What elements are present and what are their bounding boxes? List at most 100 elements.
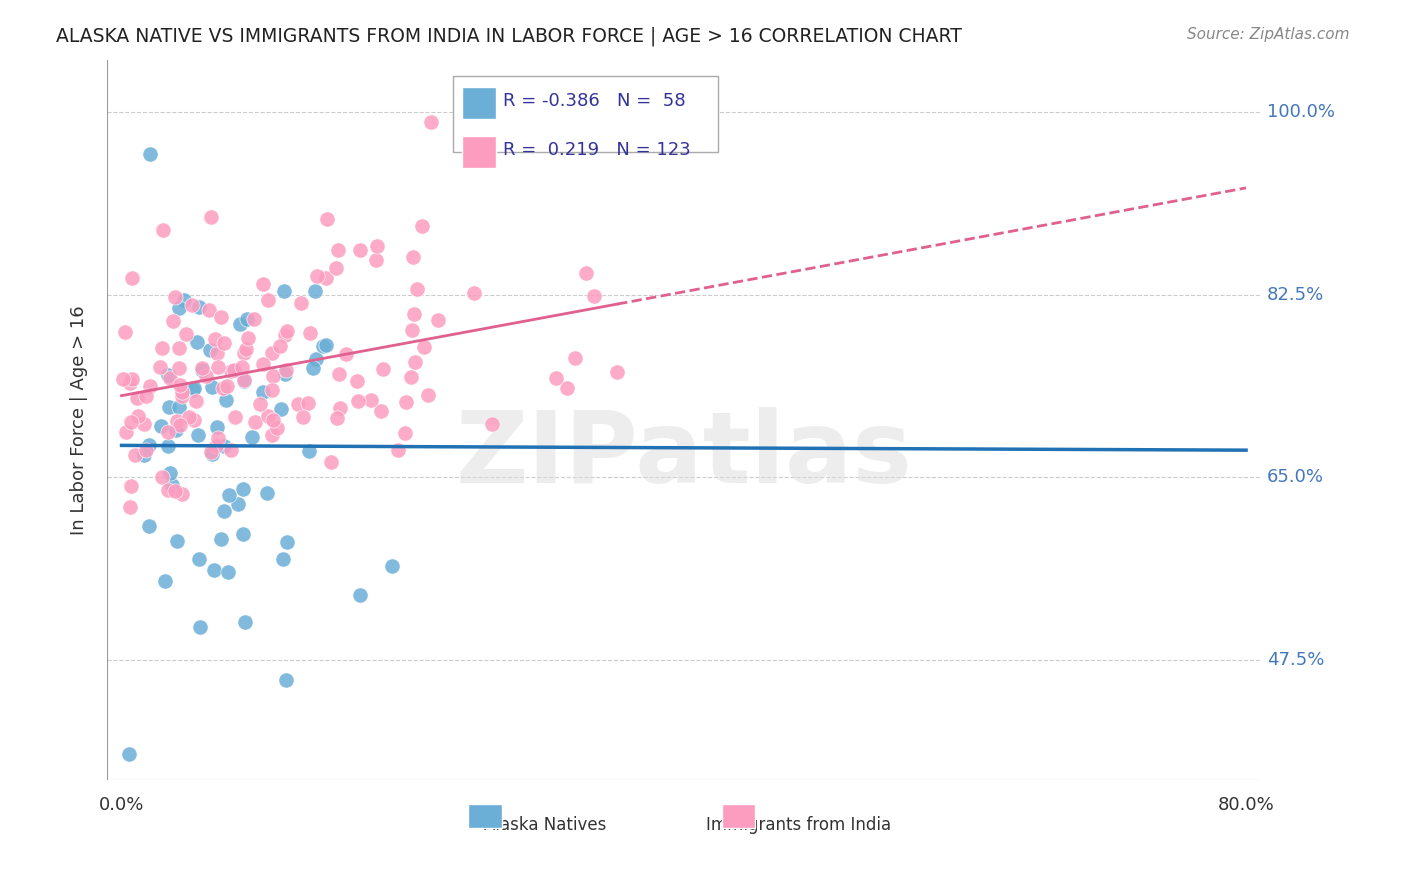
Point: [262, 346, 284, 360]
Point: [387, 443, 409, 458]
Point: [273, 285, 295, 299]
Point: [204, 332, 226, 346]
Point: [399, 369, 422, 384]
Point: [262, 369, 284, 384]
Point: [252, 385, 274, 400]
Point: [162, 314, 184, 328]
Point: [401, 323, 423, 337]
Point: [349, 243, 371, 257]
Point: [419, 115, 441, 129]
Point: [256, 486, 278, 500]
Point: [124, 448, 146, 462]
Point: [364, 253, 387, 268]
Point: [270, 401, 292, 416]
Point: [276, 535, 298, 549]
Point: [256, 409, 278, 424]
Point: [298, 443, 321, 458]
Point: [118, 500, 141, 514]
Point: [305, 269, 328, 284]
Text: 100.0%: 100.0%: [1267, 103, 1336, 120]
Point: [212, 335, 235, 350]
Point: [160, 477, 183, 491]
Point: [198, 303, 221, 318]
Point: [583, 288, 606, 302]
Point: [183, 381, 205, 395]
Point: [159, 371, 181, 385]
Point: [150, 341, 173, 355]
Point: [156, 425, 179, 440]
Point: [115, 425, 138, 439]
Point: [347, 394, 370, 409]
Point: [176, 327, 198, 342]
Point: [262, 383, 284, 397]
Point: [149, 418, 172, 433]
Point: [252, 357, 274, 371]
Text: 65.0%: 65.0%: [1267, 468, 1324, 486]
Point: [252, 277, 274, 291]
Point: [169, 377, 191, 392]
Point: [291, 409, 314, 424]
Point: [187, 427, 209, 442]
Point: [276, 363, 298, 377]
Point: [212, 381, 235, 395]
Point: [371, 362, 394, 376]
Point: [243, 311, 266, 326]
Point: [218, 488, 240, 502]
Point: [290, 296, 312, 310]
Point: [271, 551, 294, 566]
Point: [211, 310, 233, 324]
Point: [312, 339, 335, 353]
FancyBboxPatch shape: [463, 87, 496, 119]
Point: [138, 518, 160, 533]
Point: [139, 379, 162, 393]
Point: [564, 351, 586, 365]
Point: [575, 266, 598, 280]
Point: [232, 527, 254, 541]
Point: [181, 298, 204, 312]
Point: [111, 372, 134, 386]
Point: [173, 293, 195, 307]
Point: [191, 363, 214, 377]
Point: [121, 270, 143, 285]
Point: [262, 413, 284, 427]
Point: [219, 443, 242, 458]
Point: [214, 439, 236, 453]
Point: [226, 497, 249, 511]
Point: [411, 219, 433, 233]
Point: [232, 482, 254, 496]
Point: [181, 384, 204, 398]
Point: [201, 380, 224, 394]
Point: [167, 401, 190, 415]
Point: [315, 271, 337, 285]
Text: 47.5%: 47.5%: [1267, 651, 1324, 669]
Point: [349, 588, 371, 602]
Text: R = -0.386   N =  58: R = -0.386 N = 58: [503, 92, 686, 110]
Point: [120, 478, 142, 492]
Point: [481, 417, 503, 432]
Point: [326, 243, 349, 257]
Point: [404, 355, 426, 369]
Point: [156, 368, 179, 382]
Point: [120, 415, 142, 429]
Point: [170, 385, 193, 400]
Point: [235, 342, 257, 356]
Point: [232, 373, 254, 387]
Point: [191, 361, 214, 376]
Point: [169, 301, 191, 315]
Point: [202, 563, 225, 577]
Point: [152, 470, 174, 484]
Point: [157, 400, 180, 414]
Point: [205, 420, 228, 434]
Point: [236, 331, 259, 345]
Point: [188, 620, 211, 634]
Point: [195, 368, 218, 383]
Point: [328, 368, 350, 382]
Point: [231, 360, 253, 375]
Point: [395, 395, 418, 409]
Text: ALASKA NATIVE VS IMMIGRANTS FROM INDIA IN LABOR FORCE | AGE > 16 CORRELATION CHA: ALASKA NATIVE VS IMMIGRANTS FROM INDIA I…: [56, 27, 962, 46]
Point: [233, 615, 256, 630]
Point: [127, 409, 149, 424]
Point: [370, 404, 392, 418]
Point: [256, 293, 278, 307]
Point: [149, 360, 172, 375]
